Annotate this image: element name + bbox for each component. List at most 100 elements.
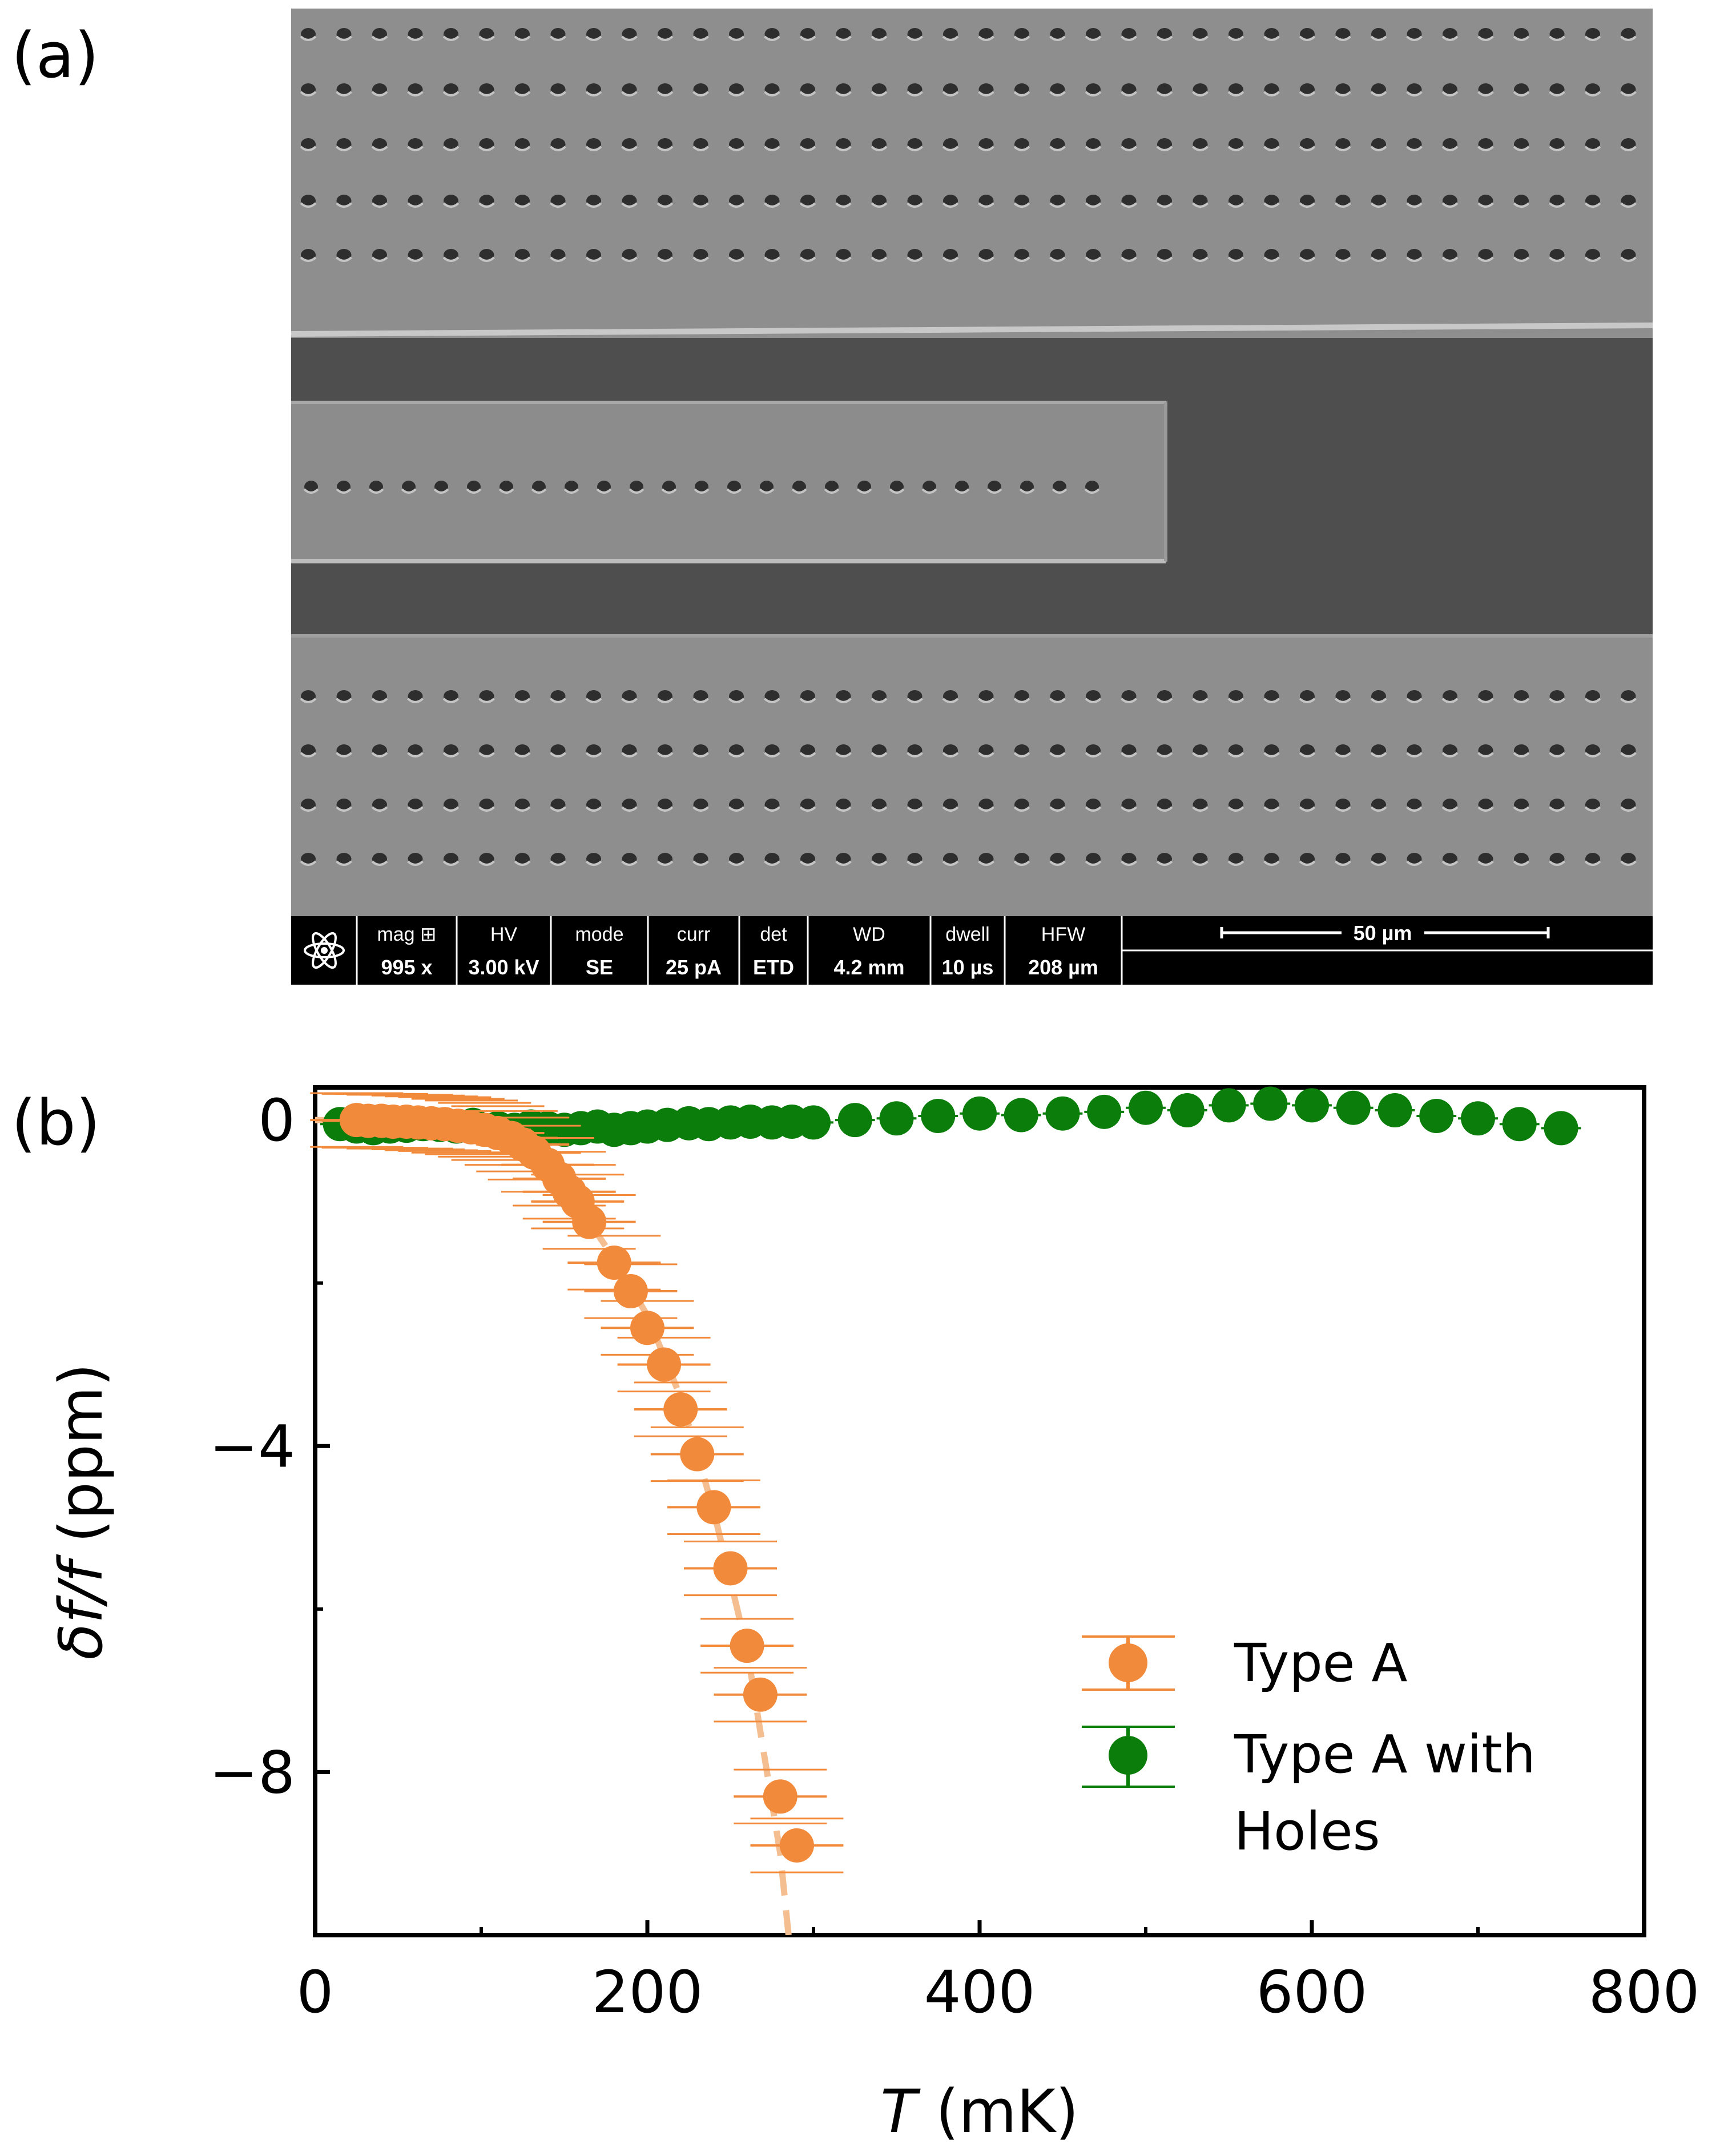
membrane-hole <box>550 138 566 151</box>
membrane-hole <box>1228 249 1243 261</box>
membrane-hole <box>836 83 851 96</box>
membrane-hole-rim <box>799 202 816 208</box>
membrane-hole-rim <box>1370 698 1387 703</box>
membrane-hole-rim <box>907 256 923 262</box>
membrane-hole <box>1585 744 1600 757</box>
membrane-hole <box>1157 138 1172 151</box>
marker-type-a-holes <box>1045 1096 1080 1131</box>
membrane-hole <box>1371 195 1386 207</box>
points-layer <box>310 1086 1581 1873</box>
membrane-hole <box>1514 28 1529 41</box>
membrane-hole <box>693 690 708 703</box>
marker-type-a <box>713 1551 748 1586</box>
membrane-hole-rim <box>1013 806 1030 812</box>
membrane-hole-rim <box>764 806 780 812</box>
membrane-hole-rim <box>1085 91 1102 96</box>
beam-hole-rim <box>1019 488 1035 494</box>
membrane-hole-rim <box>1620 698 1637 703</box>
membrane-hole <box>1121 853 1137 865</box>
point-type-a <box>567 1235 661 1291</box>
membrane-hole <box>729 195 744 207</box>
membrane-hole-rim <box>656 35 674 41</box>
membrane-hole-rim <box>1513 806 1530 812</box>
beam-hole-rim <box>466 488 482 494</box>
membrane-hole-rim <box>621 146 638 151</box>
marker-type-a-holes <box>1419 1098 1454 1133</box>
beam-hole <box>988 481 1001 493</box>
membrane-hole <box>550 28 566 41</box>
fit-curve-type-a <box>315 1117 792 1935</box>
membrane-hole-rim <box>336 752 352 757</box>
marker-type-a <box>647 1347 682 1382</box>
membrane-hole <box>1335 853 1351 865</box>
membrane-hole <box>1585 249 1600 261</box>
axis-ticks <box>313 1118 1646 1935</box>
membrane-hole <box>764 195 780 207</box>
membrane-hole <box>836 138 851 151</box>
membrane-hole-rim <box>1370 256 1387 262</box>
membrane-hole <box>693 195 708 207</box>
marker-type-a <box>663 1392 698 1427</box>
membrane-hole <box>1621 690 1636 703</box>
membrane-hole <box>1086 799 1101 811</box>
membrane-hole <box>872 28 887 41</box>
membrane-hole <box>836 195 851 207</box>
membrane-hole <box>1157 690 1172 703</box>
membrane-hole-rim <box>1299 752 1316 757</box>
membrane-hole-rim <box>442 146 460 151</box>
membrane-hole <box>800 83 815 96</box>
info-value-wd: 4.2 mm <box>833 956 904 979</box>
membrane-hole <box>444 249 458 261</box>
membrane-hole <box>1050 83 1065 96</box>
x-tick-label: 200 <box>592 1958 703 2026</box>
membrane-hole <box>1407 28 1422 41</box>
membrane-hole <box>372 744 387 757</box>
membrane-hole <box>1228 799 1243 811</box>
point-type-a-holes <box>1416 1098 1457 1133</box>
membrane-hole <box>586 249 601 261</box>
membrane-hole-rim <box>514 806 531 812</box>
membrane-hole-rim <box>978 91 994 96</box>
membrane-hole <box>1407 249 1422 261</box>
membrane-hole-rim <box>656 146 674 151</box>
membrane-hole <box>515 853 530 865</box>
membrane-hole <box>301 799 316 811</box>
point-type-a-holes <box>1375 1093 1415 1127</box>
membrane-hole <box>1121 28 1137 41</box>
beam-hole <box>857 481 871 493</box>
membrane-hole <box>586 799 601 811</box>
membrane-hole-rim <box>1620 860 1637 866</box>
membrane-hole-rim <box>871 146 888 151</box>
membrane-hole <box>301 195 316 207</box>
membrane-hole-rim <box>336 91 352 96</box>
membrane-hole-rim <box>764 91 780 96</box>
membrane-hole-rim <box>442 806 460 812</box>
membrane-hole-rim <box>1584 806 1601 812</box>
membrane-hole <box>372 28 387 41</box>
membrane-hole <box>336 138 352 151</box>
membrane-hole-rim <box>1549 256 1565 262</box>
membrane-hole <box>479 853 494 865</box>
membrane-hole-rim <box>1013 752 1030 757</box>
membrane-hole <box>1157 853 1172 865</box>
legend-label-type-a: Type A <box>1234 1633 1408 1694</box>
membrane-hole <box>1443 249 1457 261</box>
membrane-hole-rim <box>1406 860 1423 866</box>
membrane-hole-rim <box>1049 860 1066 866</box>
beam-hole-rim <box>1052 488 1068 494</box>
membrane-hole <box>1585 853 1600 865</box>
beam-hole-rim <box>856 488 872 494</box>
membrane-hole <box>1621 853 1636 865</box>
beam-hole <box>532 481 546 493</box>
membrane-hole <box>658 138 672 151</box>
membrane-hole-rim <box>1156 35 1173 41</box>
info-label-hv: HV <box>490 924 518 945</box>
membrane-hole-rim <box>1549 806 1565 812</box>
membrane-hole-rim <box>764 202 780 208</box>
membrane-hole-rim <box>692 256 709 262</box>
marker-type-a-holes <box>962 1096 997 1131</box>
membrane-hole <box>978 83 994 96</box>
membrane-hole-rim <box>407 146 424 151</box>
membrane-hole-rim <box>371 806 388 812</box>
membrane-hole-rim <box>1156 806 1173 812</box>
